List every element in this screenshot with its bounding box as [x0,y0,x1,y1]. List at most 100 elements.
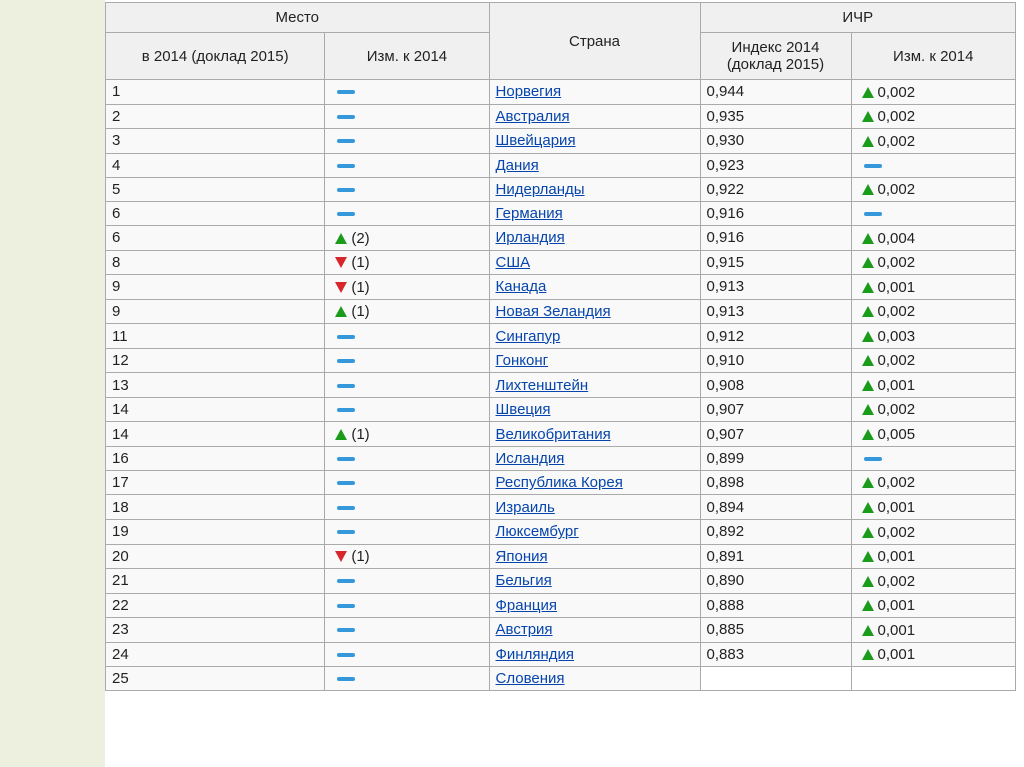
steady-icon [337,90,355,94]
index-cell: 0,894 [700,495,851,520]
country-link[interactable]: Лихтенштейн [496,377,589,394]
country-link[interactable]: Бельгия [496,572,552,589]
index-cell: 0,907 [700,397,851,422]
steady-icon [337,457,355,461]
table-row: 14Швеция0,9070,002 [106,397,1016,422]
country-link[interactable]: Республика Корея [496,474,623,491]
rank-cell: 17 [106,470,325,495]
rank-change-cell: (1) [325,250,489,275]
country-cell: Новая Зеландия [489,299,700,324]
index-change-cell: 0,002 [851,129,1016,154]
country-link[interactable]: Япония [496,548,548,565]
header-rank-change: Изм. к 2014 [325,33,489,80]
table-row: 1Норвегия0,9440,002 [106,80,1016,105]
hdi-table: Место Страна ИЧР в 2014 (доклад 2015) Из… [105,2,1016,691]
increase-icon [862,306,874,317]
country-link[interactable]: Германия [496,205,563,222]
steady-icon [337,506,355,510]
country-cell: Сингапур [489,324,700,349]
rank-cell: 1 [106,80,325,105]
decrease-icon [335,282,347,293]
country-cell: Норвегия [489,80,700,105]
index-change-cell: 0,001 [851,275,1016,300]
country-link[interactable]: Швеция [496,401,551,418]
increase-icon [862,625,874,636]
increase-icon [862,527,874,538]
rank-cell: 13 [106,373,325,398]
index-cell: 0,890 [700,569,851,594]
country-cell: Израиль [489,495,700,520]
country-link[interactable]: Австрия [496,621,553,638]
header-hdi-group: ИЧР [700,3,1015,33]
country-link[interactable]: Новая Зеландия [496,303,611,320]
index-cell: 0,922 [700,177,851,202]
change-value: 0,002 [878,524,916,541]
table-row: 17Республика Корея0,8980,002 [106,470,1016,495]
change-value: 0,002 [878,84,916,101]
change-value: (1) [351,426,369,443]
increase-icon [335,306,347,317]
index-change-cell: 0,001 [851,373,1016,398]
country-link[interactable]: Дания [496,157,539,174]
index-cell: 0,913 [700,299,851,324]
rank-cell: 9 [106,275,325,300]
country-link[interactable]: Финляндия [496,646,574,663]
country-link[interactable]: Австралия [496,108,570,125]
rank-change-cell [325,397,489,422]
table-row: 20(1)Япония0,8910,001 [106,544,1016,569]
rank-change-cell [325,569,489,594]
rank-change-cell [325,593,489,618]
change-value: 0,002 [878,133,916,150]
country-link[interactable]: Люксембург [496,523,579,540]
index-change-cell: 0,002 [851,519,1016,544]
rank-cell: 4 [106,153,325,177]
country-link[interactable]: Исландия [496,450,565,467]
index-cell: 0,885 [700,618,851,643]
rank-cell: 6 [106,202,325,226]
rank-change-cell [325,667,489,691]
country-cell: Швеция [489,397,700,422]
rank-change-cell [325,470,489,495]
rank-change-cell [325,446,489,470]
decrease-icon [335,257,347,268]
country-link[interactable]: Ирландия [496,229,565,246]
rank-cell: 5 [106,177,325,202]
change-value: 0,002 [878,474,916,491]
steady-icon [864,164,882,168]
rank-cell: 25 [106,667,325,691]
steady-icon [337,481,355,485]
steady-icon [337,188,355,192]
change-value: 0,005 [878,426,916,443]
country-link[interactable]: Сингапур [496,328,561,345]
country-link[interactable]: Израиль [496,499,555,516]
country-link[interactable]: Гонконг [496,352,549,369]
country-link[interactable]: Швейцария [496,132,576,149]
table-row: 13Лихтенштейн0,9080,001 [106,373,1016,398]
table-row: 16Исландия0,899 [106,446,1016,470]
rank-cell: 2 [106,104,325,129]
country-link[interactable]: Словения [496,670,565,687]
header-index-change: Изм. к 2014 [851,33,1016,80]
change-value: 0,002 [878,401,916,418]
index-change-cell: 0,003 [851,324,1016,349]
country-link[interactable]: Великобритания [496,426,611,443]
change-value: 0,002 [878,573,916,590]
country-link[interactable]: США [496,254,531,271]
country-cell: Швейцария [489,129,700,154]
country-link[interactable]: Нидерланды [496,181,585,198]
rank-cell: 23 [106,618,325,643]
country-link[interactable]: Канада [496,278,547,295]
country-link[interactable]: Норвегия [496,83,562,100]
table-row: 19Люксембург0,8920,002 [106,519,1016,544]
change-value: 0,002 [878,181,916,198]
country-link[interactable]: Франция [496,597,557,614]
index-change-cell [851,446,1016,470]
rank-change-cell: (2) [325,226,489,251]
increase-icon [862,502,874,513]
index-change-cell: 0,001 [851,593,1016,618]
rank-cell: 22 [106,593,325,618]
rank-cell: 3 [106,129,325,154]
header-country: Страна [489,3,700,80]
country-cell: Люксембург [489,519,700,544]
increase-icon [862,477,874,488]
